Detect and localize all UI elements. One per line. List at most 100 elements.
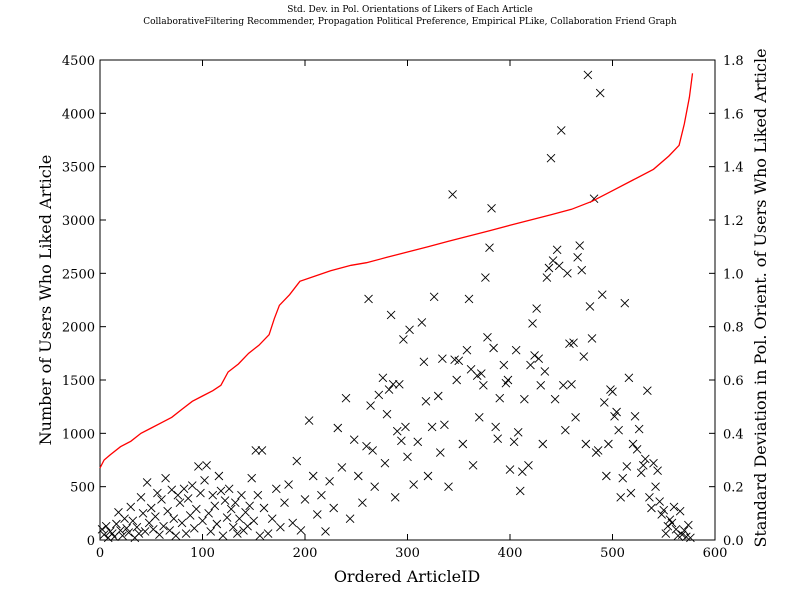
scatter-point: [120, 514, 129, 523]
scatter-point: [581, 439, 591, 449]
scatter-point: [628, 439, 638, 449]
scatter-point: [659, 505, 669, 515]
scatter-point: [597, 290, 607, 299]
scatter-point: [337, 463, 347, 472]
scatter-point: [122, 523, 131, 533]
scatter-point: [536, 381, 546, 390]
scatter-point: [257, 446, 267, 455]
scatter-point: [438, 354, 447, 363]
scatter-point: [124, 528, 134, 537]
scatter-point: [210, 501, 220, 511]
scatter-point: [583, 70, 593, 80]
scatter-point: [526, 360, 535, 370]
scatter-point: [546, 153, 556, 163]
scatter-point: [593, 446, 603, 455]
scatter-point: [138, 509, 148, 518]
y-tick-label: 500: [70, 481, 95, 496]
scatter-point: [255, 531, 265, 541]
scatter-point: [341, 393, 351, 403]
x-tick-label: 100: [190, 546, 215, 561]
scatter-point: [513, 427, 523, 437]
scatter-point: [587, 334, 597, 343]
x-tick-label: 500: [600, 546, 625, 561]
scatter-point: [579, 352, 589, 361]
scatter-point: [222, 513, 232, 522]
scatter-point: [532, 304, 541, 313]
scatter-point: [134, 529, 144, 538]
scatter-point: [349, 435, 359, 445]
scatter-point: [612, 407, 621, 417]
scatter-point: [394, 379, 404, 389]
scatter-point: [366, 401, 375, 410]
scatter-point: [476, 369, 486, 378]
scatter-point: [433, 391, 443, 401]
scatter-point: [214, 471, 224, 481]
scatter-point: [399, 335, 408, 344]
y2-tick-label: 0.0: [723, 534, 744, 549]
scatter-point: [638, 461, 648, 470]
x-axis: 0 100 200 300 400 500 600: [96, 60, 727, 561]
chart-subtitle: CollaborativeFiltering Recommender, Prop…: [143, 17, 677, 27]
scatter-point: [226, 504, 236, 514]
scatter-point: [520, 394, 529, 404]
y-axis-right: 0.0 0.2 0.4 0.6 0.8 1.0 1.2 1.4 1.6 1.8: [709, 54, 744, 549]
scatter-point: [187, 481, 197, 490]
scatter-point: [679, 526, 689, 535]
scatter-point: [161, 473, 170, 483]
scatter-point: [663, 521, 673, 531]
scatter-point: [388, 379, 398, 389]
scatter-point: [577, 265, 587, 275]
scatter-point: [454, 356, 464, 366]
scatter-point: [511, 345, 521, 355]
scatter-point: [472, 371, 482, 381]
scatter-point: [558, 381, 568, 390]
scatter-point: [148, 525, 158, 534]
scatter-point: [686, 533, 695, 543]
scatter-point: [136, 493, 146, 502]
scatter-point: [491, 422, 500, 432]
scatter-point: [317, 490, 326, 500]
scatter-point: [353, 471, 363, 481]
scatter-point: [651, 482, 660, 491]
scatter-point: [540, 367, 550, 376]
scatter-point: [247, 473, 257, 483]
scatter-point: [249, 516, 259, 526]
scatter-point: [364, 294, 373, 304]
scatter-point: [548, 256, 558, 265]
y2-axis-label: Standard Deviation in Pol. Orient. of Us…: [751, 48, 770, 547]
scatter-point: [569, 338, 578, 347]
scatter-point: [554, 261, 564, 271]
scatter-point: [276, 522, 285, 532]
x-axis-label: Ordered ArticleID: [334, 567, 480, 586]
scatter-point: [614, 425, 623, 435]
scatter-point: [397, 436, 406, 446]
scatter-point: [585, 302, 595, 311]
scatter-point: [677, 530, 687, 539]
scatter-point: [97, 525, 107, 534]
scatter-point: [556, 126, 566, 135]
scatter-point: [204, 509, 213, 518]
scatter-point: [183, 494, 193, 503]
scatter-point: [233, 529, 242, 538]
plot-frame: [99, 59, 716, 541]
scatter-point: [620, 298, 630, 308]
scatter-point: [288, 518, 298, 528]
scatter-point: [462, 345, 472, 355]
scatter-point: [493, 434, 503, 443]
scatter-point: [196, 488, 205, 498]
scatter-point: [403, 452, 412, 462]
scatter-point: [435, 448, 445, 457]
scatter-point: [267, 514, 277, 523]
scatter-point: [237, 490, 246, 500]
y2-tick-label: 1.6: [723, 107, 744, 122]
y-tick-label: 4500: [62, 54, 95, 69]
scatter-point: [550, 394, 560, 404]
scatter-point: [386, 310, 396, 320]
scatter-point: [567, 379, 576, 389]
scatter-point: [358, 498, 367, 507]
scatter-point: [595, 88, 605, 98]
scatter-point: [216, 486, 226, 496]
y-tick-label: 0: [87, 534, 95, 549]
scatter-point: [405, 325, 414, 335]
y2-tick-label: 0.4: [723, 427, 744, 442]
